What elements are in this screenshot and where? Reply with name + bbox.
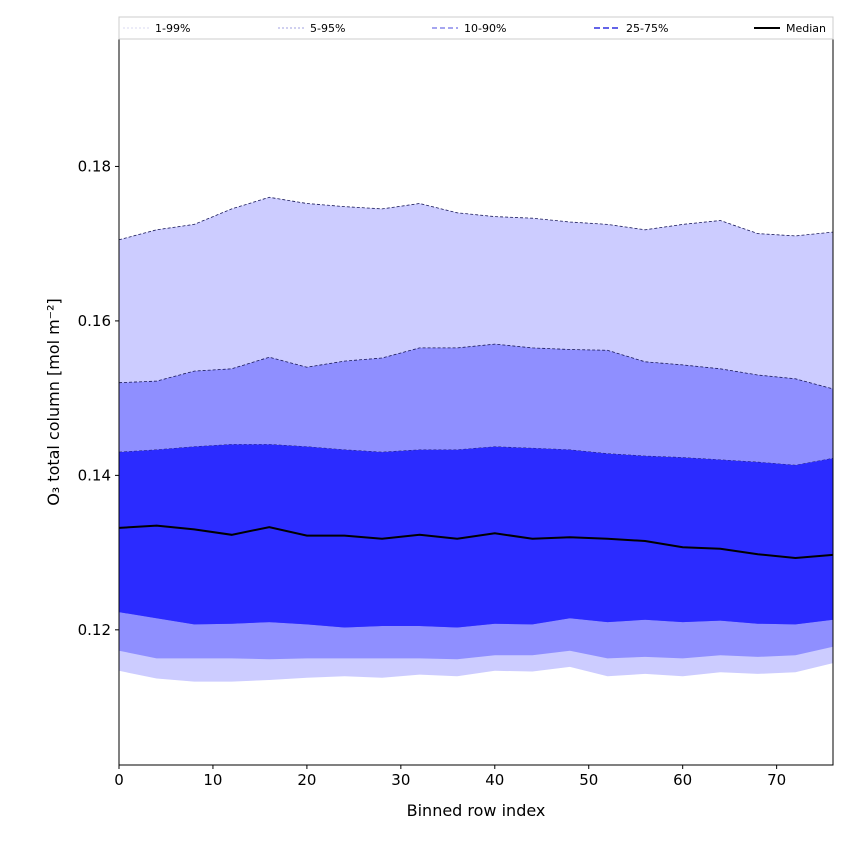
legend-label: Median [786,22,826,35]
x-tick-label: 0 [114,771,124,789]
x-tick-label: 50 [579,771,598,789]
legend-label: 10-90% [464,22,506,35]
y-tick-label: 0.14 [78,466,111,484]
x-tick-label: 30 [391,771,410,789]
median-line [119,524,833,560]
x-tick-label: 20 [297,771,316,789]
legend-label: 5-95% [310,22,345,35]
x-tick-label: 40 [485,771,504,789]
y-tick-label: 0.16 [78,312,111,330]
legend-label: 1-99% [155,22,190,35]
legend-box [118,16,834,40]
x-tick-label: 70 [767,771,786,789]
y-tick-label: 0.12 [78,621,111,639]
x-axis-label: Binned row index [407,801,546,820]
x-tick-label: 10 [203,771,222,789]
y-tick-label: 0.18 [78,157,111,175]
y-axis-label: O₃ total column [mol m⁻²] [44,298,63,506]
band-edge-5-95pct [119,196,833,241]
x-tick-label: 60 [673,771,692,789]
legend-label: 25-75% [626,22,668,35]
band-edge-10-90pct [119,343,833,390]
